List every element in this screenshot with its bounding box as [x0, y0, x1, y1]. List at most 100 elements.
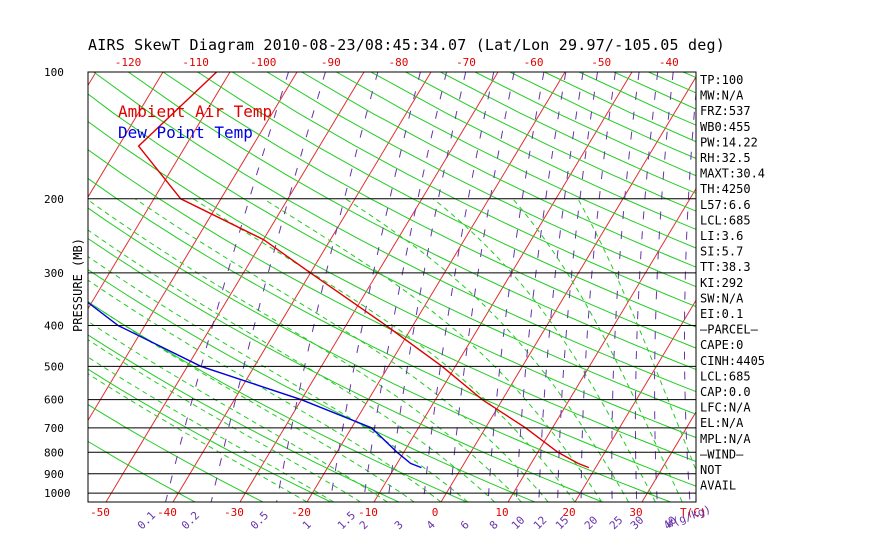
dry-adiabat-line [266, 72, 696, 288]
isotherm-line [306, 72, 566, 502]
moist-adiabat-line [88, 279, 442, 502]
bottom-temp-tick: 20 [562, 506, 575, 519]
dry-adiabat-line [88, 269, 535, 502]
index-item: NOT [700, 463, 722, 477]
mixing-ratio-line [557, 72, 598, 502]
mixing-ratio-tick: 0.5 [248, 509, 271, 532]
dry-adiabat-line [370, 72, 696, 230]
moist-adiabat-line [577, 198, 696, 472]
bottom-temp-tick: -40 [157, 506, 177, 519]
mixing-ratio-line [515, 72, 567, 502]
legend-dew-point-temp: Dew Point Temp [118, 123, 253, 142]
index-item: PW:14.22 [700, 135, 758, 149]
dry-adiabat-line [88, 368, 332, 502]
index-item: MW:N/A [700, 89, 744, 103]
top-temp-tick: -50 [591, 56, 611, 69]
mixing-ratio-line [210, 72, 326, 502]
isotherm-line [105, 72, 365, 502]
plot-frame [87, 71, 697, 503]
dry-adiabat-line [88, 207, 671, 502]
index-item: TP:100 [700, 73, 743, 87]
mixing-ratio-line [580, 72, 616, 502]
dry-adiabat-line [128, 72, 696, 371]
index-item: —PARCEL— [700, 323, 759, 337]
ambient-temp-line [137, 72, 590, 469]
dry-adiabat-line [197, 72, 696, 328]
top-temp-tick: -100 [250, 56, 277, 69]
dry-adiabat-line [509, 72, 696, 159]
top-temp-tick: -70 [456, 56, 476, 69]
top-temp-tick: -120 [115, 56, 142, 69]
legend-ambient-air-temp: Ambient Air Temp [118, 102, 272, 121]
dry-adiabat-line [162, 72, 696, 349]
pressure-tick-label: 900 [44, 468, 64, 481]
mixing-ratio-tick: 2 [357, 518, 371, 532]
mixing-ratio-tick: 1.5 [335, 509, 358, 532]
index-item: CAP:0.0 [700, 385, 751, 399]
index-item: SI:5.7 [700, 245, 743, 259]
bottom-temp-tick: 0 [432, 506, 439, 519]
index-item: WB0:455 [700, 120, 751, 134]
dry-adiabat-line [753, 72, 870, 502]
index-item: TT:38.3 [700, 260, 751, 274]
isotherm-line [239, 72, 499, 502]
index-item: TH:4250 [700, 182, 751, 196]
dry-adiabat-line [232, 72, 696, 308]
moist-adiabat-line [512, 198, 683, 502]
index-item: CINH:4405 [700, 354, 765, 368]
mixing-ratio-line [487, 72, 545, 502]
index-item: LI:3.6 [700, 229, 743, 243]
moist-adiabat-line [88, 320, 388, 502]
top-temp-tick: -40 [659, 56, 679, 69]
mixing-ratio-line [449, 72, 515, 502]
mixing-ratio-tick: 25 [607, 514, 626, 533]
pressure-tick-label: 600 [44, 394, 64, 407]
isotherm-line [440, 76, 696, 502]
mixing-ratio-line [684, 87, 696, 502]
mixing-ratio-line [611, 72, 640, 502]
index-item: AVAIL [700, 479, 736, 493]
isotherm-line [88, 72, 298, 422]
moist-adiabat-line [345, 198, 630, 502]
chart-title: AIRS SkewT Diagram 2010-08-23/08:45:34.0… [88, 36, 725, 54]
mixing-ratio-line [422, 72, 495, 502]
isotherm-line [776, 72, 870, 502]
pressure-tick-label: 700 [44, 422, 64, 435]
moist-adiabat-line [88, 356, 335, 502]
mixing-ratio-tick: 20 [582, 514, 601, 533]
index-item: MAXT:30.4 [700, 167, 765, 181]
pressure-tick-label: 500 [44, 360, 64, 373]
mixing-ratio-tick: 3 [392, 518, 406, 532]
dry-adiabat-line [405, 72, 696, 212]
dry-adiabat-line [88, 440, 196, 502]
mixing-ratio-line [387, 72, 467, 502]
mixing-ratio-tick: 8 [487, 518, 501, 532]
dry-adiabat-line [93, 72, 696, 393]
dry-adiabat-line [88, 149, 696, 463]
dry-adiabat-line [88, 120, 696, 439]
moist-adiabat-line [88, 373, 308, 502]
index-item: L57:6.6 [700, 198, 751, 212]
dry-adiabat-line [88, 404, 264, 502]
dewpoint-temp-line [88, 301, 422, 469]
top-temp-tick: -80 [388, 56, 408, 69]
mixing-ratio-tick: 10 [509, 514, 528, 533]
index-item: MPL:N/A [700, 432, 751, 446]
dry-adiabat-line [857, 72, 870, 502]
moist-adiabat-line [88, 301, 415, 502]
dry-adiabat-line [88, 301, 467, 502]
mixing-ratio-line [654, 72, 674, 502]
index-item: CAPE:0 [700, 338, 743, 352]
pressure-tick-label: 200 [44, 193, 64, 206]
moist-adiabat-line [432, 198, 656, 502]
mixing-ratio-line [165, 72, 289, 502]
isotherm-line [574, 299, 696, 502]
mixing-ratio-tick: 12 [531, 514, 550, 533]
mixing-ratio-line [329, 72, 421, 502]
isotherm-line [507, 187, 696, 502]
moist-adiabat-line [263, 198, 603, 502]
index-item: EL:N/A [700, 416, 744, 430]
index-item: RH:32.5 [700, 151, 751, 165]
y-axis-label: PRESSURE (MB) [71, 238, 85, 332]
